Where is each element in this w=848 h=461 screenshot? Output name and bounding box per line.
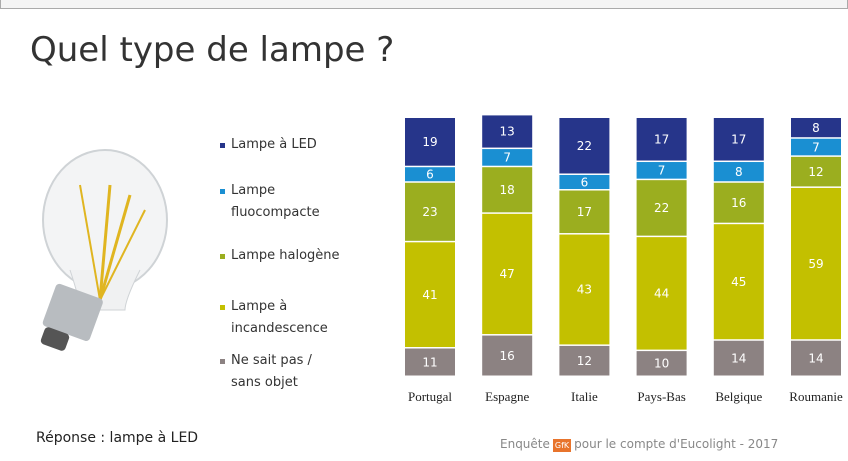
value-label: 12 <box>577 354 592 368</box>
legend-swatch <box>220 359 225 364</box>
legend-swatch <box>220 143 225 148</box>
x-tick-label: Roumanie <box>789 389 843 404</box>
value-label: 7 <box>503 151 511 165</box>
value-label: 59 <box>808 257 823 271</box>
value-label: 14 <box>731 351 746 365</box>
value-label: 17 <box>654 133 669 147</box>
legend-item: Lampe halogène <box>218 245 368 267</box>
x-tick-label: Pays-Bas <box>637 389 685 404</box>
legend-label: Lampe fluocompacte <box>231 180 331 224</box>
value-label: 44 <box>654 287 669 301</box>
source-suffix: pour le compte d'Eucolight - 2017 <box>574 437 778 451</box>
legend-swatch <box>220 189 225 194</box>
legend-swatch <box>220 305 225 310</box>
legend-label: Ne sait pas / sans objet <box>231 350 321 394</box>
legend-label: Lampe à LED <box>231 134 351 156</box>
bulb-illustration <box>40 150 167 352</box>
legend: Lampe à LED Lampe fluocompacte Lampe halog… <box>218 0 378 461</box>
slide: Quel type de lampe ? 114123619Portugal16… <box>0 0 848 461</box>
value-label: 14 <box>808 351 823 365</box>
value-label: 16 <box>500 349 515 363</box>
value-label: 6 <box>581 175 589 189</box>
answer-note: Réponse : lampe à LED <box>36 430 198 446</box>
value-label: 16 <box>731 196 746 210</box>
chart: 11 41 23 6 19 Portugal 16 47 18 7 13 Espagne 12 43 17 6… <box>0 0 848 461</box>
value-label: 43 <box>577 283 592 297</box>
x-tick-label: Portugal <box>408 389 452 404</box>
value-label: 22 <box>577 139 592 153</box>
value-label: 47 <box>500 267 515 281</box>
value-label: 12 <box>808 165 823 179</box>
value-label: 41 <box>422 288 437 302</box>
legend-item: Lampe fluocompacte <box>218 180 368 224</box>
value-label: 6 <box>426 167 434 181</box>
value-label: 7 <box>812 140 820 154</box>
value-label: 8 <box>812 121 820 135</box>
source-prefix: Enquête <box>500 437 550 451</box>
x-tick-label: Italie <box>571 389 598 404</box>
value-label: 11 <box>422 355 437 369</box>
value-label: 8 <box>735 165 743 179</box>
legend-item: Lampe à incandescence <box>218 296 368 340</box>
legend-label: Lampe halogène <box>231 245 351 267</box>
value-label: 18 <box>500 183 515 197</box>
legend-label: Lampe à incandescence <box>231 296 331 340</box>
value-label: 17 <box>731 133 746 147</box>
value-label: 13 <box>500 125 515 139</box>
value-label: 7 <box>658 164 666 178</box>
value-label: 10 <box>654 357 669 371</box>
value-label: 17 <box>577 205 592 219</box>
legend-swatch <box>220 254 225 259</box>
legend-item: Ne sait pas / sans objet <box>218 350 368 394</box>
logo: GfK <box>553 439 571 452</box>
x-tick-label: Espagne <box>485 389 529 404</box>
value-label: 45 <box>731 275 746 289</box>
value-label: 22 <box>654 201 669 215</box>
value-label: 23 <box>422 205 437 219</box>
legend-item: Lampe à LED <box>218 134 368 156</box>
value-label: 19 <box>422 135 437 149</box>
x-tick-label: Belgique <box>715 389 762 404</box>
